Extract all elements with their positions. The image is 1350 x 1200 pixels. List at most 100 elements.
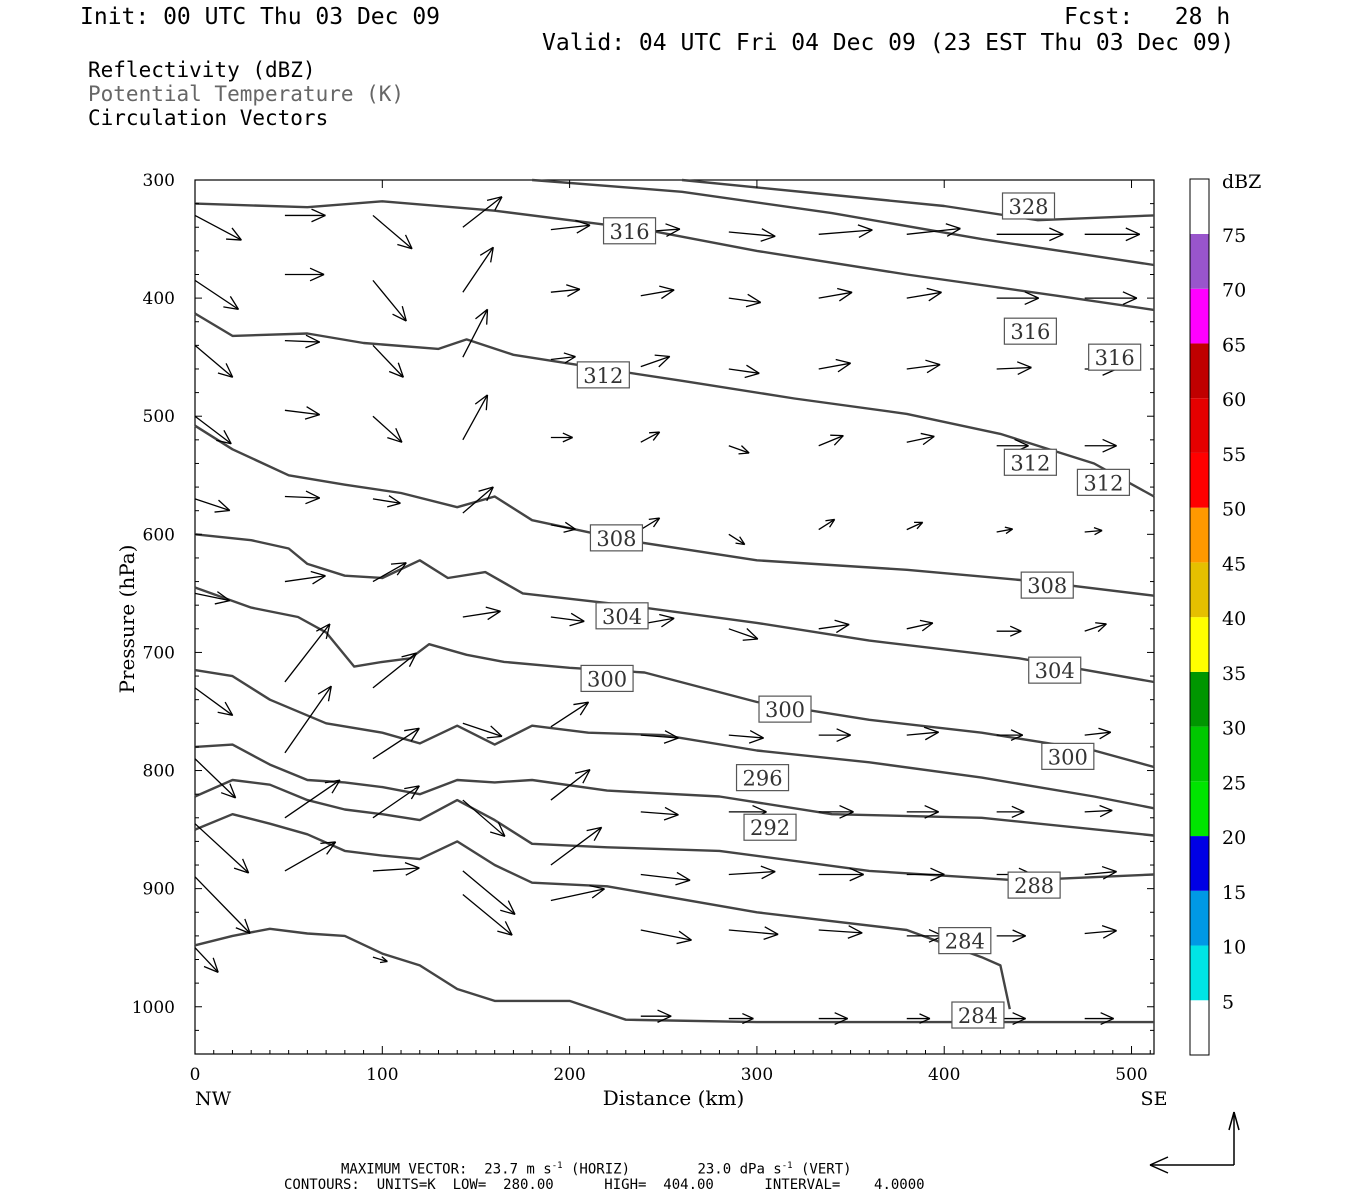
colorbar-segment bbox=[1190, 1000, 1209, 1055]
circulation-vector bbox=[462, 308, 489, 358]
vector-head bbox=[654, 354, 671, 368]
vector-head bbox=[216, 429, 232, 445]
circulation-vector bbox=[550, 219, 591, 234]
vector-head bbox=[676, 930, 692, 945]
vector-shaft bbox=[1084, 870, 1117, 876]
circulation-vector bbox=[640, 431, 661, 443]
vector-head bbox=[849, 867, 864, 882]
contour-label-text: 312 bbox=[583, 364, 623, 388]
contour-label: 328 bbox=[1001, 192, 1056, 220]
circulation-vector bbox=[372, 279, 407, 322]
contours-info: CONTOURS: UNITS=K LOW= 280.00 HIGH= 404.… bbox=[284, 1177, 925, 1193]
vector-shaft bbox=[728, 231, 776, 237]
colorbar-segment bbox=[1190, 562, 1209, 618]
isentrope-288 bbox=[194, 813, 1011, 1010]
vector-shaft bbox=[906, 363, 941, 370]
vector-shaft bbox=[640, 734, 679, 739]
contour-label-box bbox=[951, 1001, 1005, 1029]
legend-potential-temperature: Potential Temperature (K) bbox=[88, 82, 405, 106]
circulation-vector bbox=[194, 823, 250, 874]
circulation-vector bbox=[640, 871, 691, 886]
y-tick-label: 700 bbox=[143, 643, 175, 663]
circulation-vector bbox=[640, 517, 661, 531]
vector-shaft bbox=[818, 434, 844, 447]
vector-head bbox=[837, 287, 853, 302]
vector-shaft bbox=[462, 894, 513, 936]
vector-head bbox=[478, 486, 494, 502]
vector-shaft bbox=[550, 701, 589, 728]
vector-head bbox=[486, 725, 503, 739]
vector-shaft bbox=[194, 758, 237, 799]
colorbar-segment bbox=[1190, 234, 1209, 289]
vector-head bbox=[310, 570, 326, 585]
circulation-vector bbox=[818, 434, 844, 447]
vector-head bbox=[586, 826, 603, 842]
vector-head bbox=[573, 701, 590, 716]
y-tick-label: 400 bbox=[143, 289, 175, 309]
contour-label-box bbox=[602, 217, 657, 245]
vector-head bbox=[563, 352, 576, 364]
contour-label-text: 304 bbox=[602, 605, 642, 629]
circulation-vector bbox=[996, 929, 1026, 943]
colorbar-label: 30 bbox=[1222, 718, 1246, 740]
vector-head bbox=[663, 806, 679, 821]
isentrope-328 bbox=[681, 178, 1155, 222]
circulation-vector bbox=[372, 956, 388, 964]
vector-shaft bbox=[372, 498, 401, 504]
vector-head bbox=[1122, 291, 1138, 306]
vector-head bbox=[404, 862, 420, 876]
vector-head bbox=[919, 619, 934, 632]
contour-label: 300 bbox=[1041, 742, 1095, 770]
colorbar-label: 5 bbox=[1222, 991, 1234, 1013]
circulation-vector bbox=[194, 687, 234, 717]
vector-head bbox=[914, 521, 924, 530]
vector-head bbox=[214, 499, 231, 513]
colorbar-segment bbox=[1190, 890, 1209, 946]
vector-head bbox=[497, 921, 513, 936]
circulation-vector bbox=[462, 894, 513, 936]
circulation-vector bbox=[550, 352, 576, 364]
circulation-vector bbox=[906, 804, 939, 819]
vector-head bbox=[390, 562, 407, 576]
circulation-vector bbox=[906, 867, 945, 882]
vector-head bbox=[1125, 227, 1141, 242]
vector-shaft bbox=[550, 826, 603, 866]
contour-label-text: 300 bbox=[1048, 745, 1088, 769]
contour-label: 316 bbox=[1088, 343, 1142, 371]
circulation-vector bbox=[728, 628, 759, 641]
vector-head bbox=[675, 871, 691, 886]
circulation-vector bbox=[640, 730, 679, 744]
vector-shaft bbox=[818, 362, 851, 370]
vector-shaft bbox=[372, 867, 420, 872]
vector-shaft bbox=[550, 355, 576, 361]
circulation-vector bbox=[372, 415, 403, 443]
vector-shaft bbox=[372, 727, 420, 760]
contour-label-text: 316 bbox=[1010, 320, 1050, 344]
contour-label: 304 bbox=[1028, 656, 1082, 684]
circulation-vector bbox=[906, 359, 941, 374]
vector-head bbox=[659, 285, 675, 300]
vector-head bbox=[214, 591, 231, 605]
circulation-vector bbox=[194, 344, 234, 378]
vector-shaft bbox=[462, 394, 489, 441]
vector-shaft bbox=[996, 528, 1013, 533]
circulation-vector bbox=[550, 701, 590, 728]
vector-head bbox=[657, 1009, 672, 1023]
circulation-vector bbox=[996, 291, 1039, 306]
vector-head bbox=[569, 612, 585, 627]
vector-head bbox=[659, 613, 675, 628]
vector-shaft bbox=[284, 623, 331, 683]
vector-shaft bbox=[284, 409, 320, 416]
vector-shaft bbox=[728, 297, 761, 304]
vector-head bbox=[486, 196, 503, 211]
circulation-vector bbox=[550, 432, 573, 443]
vector-head bbox=[474, 394, 489, 411]
y-axis-label: Pressure (hPa) bbox=[115, 545, 139, 694]
vector-shaft bbox=[1084, 529, 1103, 533]
vector-shaft bbox=[818, 229, 873, 235]
contour-label-box bbox=[1076, 468, 1131, 496]
circulation-vector bbox=[284, 841, 337, 872]
vector-head bbox=[763, 926, 779, 940]
vector-shaft bbox=[906, 435, 935, 443]
x-end-label-nw: NW bbox=[195, 1088, 232, 1110]
